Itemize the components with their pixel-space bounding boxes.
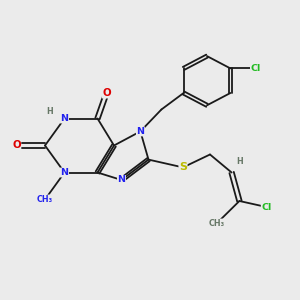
Text: N: N — [61, 114, 68, 123]
Text: Cl: Cl — [250, 64, 261, 73]
Text: H: H — [46, 107, 53, 116]
Text: N: N — [61, 168, 68, 177]
Text: CH₃: CH₃ — [37, 195, 53, 204]
Text: N: N — [136, 127, 144, 136]
Text: O: O — [12, 140, 21, 151]
Text: CH₃: CH₃ — [208, 219, 225, 228]
Text: H: H — [237, 158, 243, 166]
Text: S: S — [179, 162, 187, 172]
Text: O: O — [102, 88, 111, 98]
Text: N: N — [118, 176, 125, 184]
Text: Cl: Cl — [261, 202, 272, 211]
